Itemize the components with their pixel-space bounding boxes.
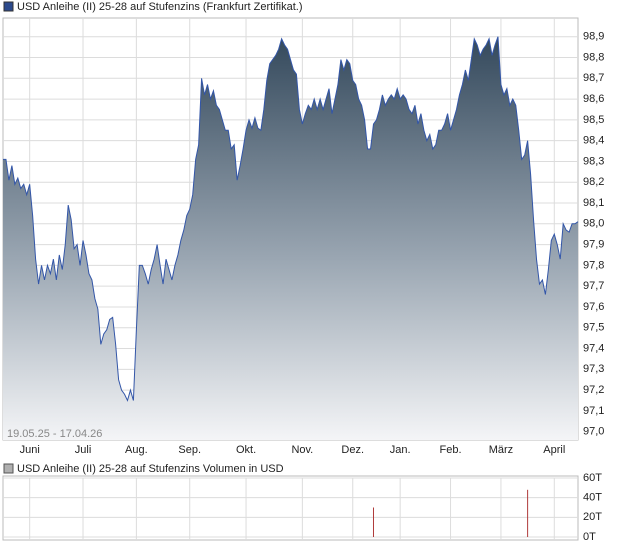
y-tick-label: 97,2 (583, 384, 604, 396)
x-tick-label: Dez. (341, 444, 364, 456)
volume-bar (372, 507, 374, 537)
y-tick-label: 97,6 (583, 301, 604, 313)
legend-swatch (3, 1, 14, 12)
y-tick-label: 98,6 (583, 93, 604, 105)
y-tick-label: 98,5 (583, 114, 604, 126)
legend-label: USD Anleihe (II) 25-28 auf Stufenzins (F… (17, 1, 303, 13)
y-tick-label: 60T (583, 472, 602, 484)
legend-swatch (3, 463, 14, 474)
x-tick-label: Nov. (291, 444, 313, 456)
y-tick-label: 97,5 (583, 322, 604, 334)
y-tick-label: 98,4 (583, 135, 604, 147)
y-tick-label: 97,7 (583, 280, 604, 292)
y-tick-label: 98,7 (583, 72, 604, 84)
x-tick-label: Aug. (125, 444, 148, 456)
y-tick-label: 98,0 (583, 218, 604, 230)
y-tick-label: 0T (583, 531, 596, 543)
y-tick-label: 98,1 (583, 197, 604, 209)
date-range-note: 19.05.25 - 17.04.26 (7, 428, 102, 440)
y-tick-label: 97,4 (583, 342, 604, 354)
x-tick-label: Juli (75, 444, 92, 456)
y-tick-label: 40T (583, 492, 602, 504)
y-tick-label: 97,9 (583, 238, 604, 250)
y-tick-label: 98,2 (583, 176, 604, 188)
y-tick-label: 97,0 (583, 426, 604, 438)
y-tick-label: 98,3 (583, 155, 604, 167)
y-tick-label: 98,9 (583, 31, 604, 43)
x-tick-label: März (489, 444, 513, 456)
legend-label: USD Anleihe (II) 25-28 auf Stufenzins Vo… (17, 463, 284, 475)
x-tick-label: April (543, 444, 565, 456)
x-tick-label: Jan. (390, 444, 411, 456)
y-tick-label: 97,8 (583, 259, 604, 271)
y-tick-label: 20T (583, 511, 602, 523)
y-tick-label: 97,1 (583, 405, 604, 417)
x-tick-label: Juni (20, 444, 40, 456)
x-tick-label: Okt. (236, 444, 256, 456)
volume-bar (527, 489, 529, 537)
y-tick-label: 97,3 (583, 363, 604, 375)
x-tick-label: Feb. (440, 444, 462, 456)
y-tick-label: 98,8 (583, 51, 604, 63)
x-tick-label: Sep. (178, 444, 201, 456)
price-area (3, 36, 578, 441)
price-line (3, 36, 579, 402)
plot-frame (2, 475, 579, 541)
